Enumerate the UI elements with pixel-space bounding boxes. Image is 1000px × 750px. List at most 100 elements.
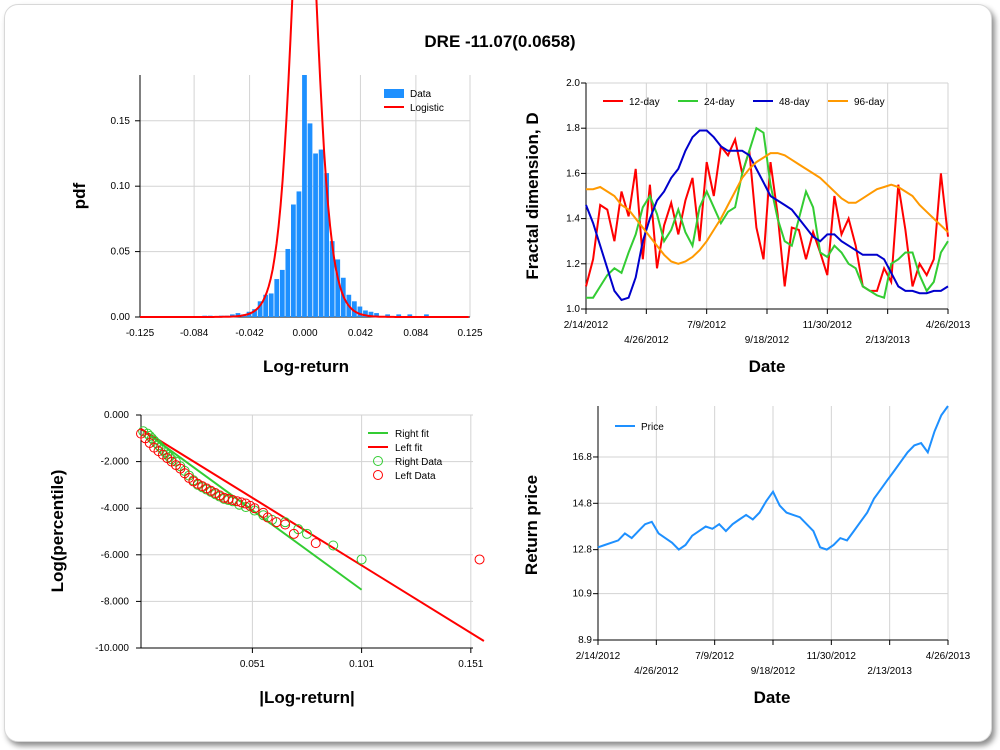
page-title: DRE -11.07(0.0658) <box>424 32 576 51</box>
histogram-bar <box>424 314 429 317</box>
histogram-bar <box>324 173 330 317</box>
price-x-tick-label: 9/18/2012 <box>751 666 796 677</box>
percentile-x-tick-label: 0.051 <box>240 659 265 670</box>
logistic-fit-line <box>140 0 469 318</box>
percentile-data-point <box>356 554 367 565</box>
histogram-bar <box>329 241 335 317</box>
histogram-bar <box>407 314 413 317</box>
histogram-bar <box>268 293 274 317</box>
percentile-data-point <box>164 451 175 462</box>
percentile-panel <box>136 414 485 653</box>
histogram-y-tick-label: 0.00 <box>111 312 131 323</box>
histogram-bar <box>396 314 402 317</box>
price-x-tick-label: 4/26/2013 <box>926 651 971 662</box>
price-y-tick-label: 12.8 <box>573 545 593 556</box>
fractal-x-axis-label: Date <box>749 357 786 376</box>
histogram-bar <box>235 313 241 317</box>
fractal-x-tick-label: 4/26/2012 <box>624 335 669 346</box>
price-series-line <box>597 405 949 551</box>
fractal-y-tick-label: 1.2 <box>566 259 580 270</box>
histogram-y-tick-label: 0.15 <box>111 116 131 127</box>
histogram-panel <box>135 0 471 318</box>
histogram-x-tick-label: 0.125 <box>457 328 482 339</box>
percentile-data-point <box>302 528 312 539</box>
percentile-y-axis-label: Log(percentile) <box>48 470 67 593</box>
histogram-bar <box>363 310 368 317</box>
percentile-fit-line <box>140 428 363 591</box>
fractal-x-tick-label: 2/13/2013 <box>865 335 910 346</box>
fractal-series-line <box>585 129 949 302</box>
histogram-x-axis-label: Log-return <box>263 357 349 376</box>
fractal-y-tick-label: 1.6 <box>566 168 580 179</box>
histogram-bar <box>368 311 374 317</box>
histogram-bar <box>279 269 285 317</box>
fractal-y-tick-label: 1.4 <box>566 214 580 225</box>
percentile-data-point <box>249 503 260 514</box>
percentile-data-point <box>262 512 273 523</box>
percentile-data-point <box>280 519 291 530</box>
percentile-legend-label: Right Data <box>395 457 443 468</box>
histogram-x-tick-label: -0.125 <box>126 328 155 339</box>
percentile-data-point <box>234 499 245 510</box>
percentile-y-tick-label: -2.000 <box>101 457 130 468</box>
fractal-y-tick-label: 2.0 <box>566 78 580 89</box>
histogram-bar <box>374 313 379 317</box>
fractal-y-tick-label: 1.0 <box>566 304 580 315</box>
price-legend-label: Price <box>641 422 664 433</box>
fractal-legend-label: 96-day <box>854 97 885 108</box>
percentile-y-tick-label: 0.000 <box>104 410 129 421</box>
legend-label-data: Data <box>410 89 432 100</box>
fractal-series-line <box>585 136 949 292</box>
fractal-legend-label: 48-day <box>779 97 810 108</box>
percentile-legend-swatch <box>373 470 383 480</box>
histogram-bar <box>296 191 302 317</box>
price-y-tick-label: 10.9 <box>573 589 593 600</box>
fractal-legend-label: 12-day <box>629 97 660 108</box>
price-y-tick-label: 14.8 <box>573 498 593 509</box>
percentile-x-axis-label: |Log-return| <box>259 688 354 707</box>
percentile-data-point <box>474 554 485 565</box>
percentile-y-tick-label: -8.000 <box>101 596 130 607</box>
percentile-data-point <box>236 497 247 508</box>
percentile-fit-line <box>140 428 485 642</box>
price-x-tick-label: 7/9/2012 <box>695 651 734 662</box>
histogram-bar <box>285 248 291 317</box>
price-x-tick-label: 4/26/2012 <box>634 666 679 677</box>
percentile-y-tick-label: -6.000 <box>101 550 130 561</box>
histogram-x-tick-label: 0.042 <box>348 328 373 339</box>
histogram-bar <box>291 204 296 317</box>
legend-label-logistic: Logistic <box>410 103 444 114</box>
percentile-legend-label: Left Data <box>395 471 436 482</box>
percentile-legend-label: Left fit <box>395 443 422 454</box>
histogram-bar <box>307 123 313 318</box>
fractal-series-line <box>586 152 949 265</box>
fractal-x-tick-label: 11/30/2012 <box>803 320 853 331</box>
histogram-bar <box>318 149 324 317</box>
histogram-bar <box>263 294 269 317</box>
fractal-x-tick-label: 4/26/2013 <box>926 320 971 331</box>
price-x-tick-label: 2/13/2013 <box>867 666 912 677</box>
percentile-x-tick-label: 0.101 <box>349 659 374 670</box>
percentile-legend-swatch <box>373 456 383 466</box>
price-y-axis-label: Return price <box>522 475 541 575</box>
histogram-bar <box>252 309 257 317</box>
legend-swatch-data <box>384 89 404 98</box>
price-x-tick-label: 2/14/2012 <box>576 651 621 662</box>
price-x-tick-label: 11/30/2012 <box>807 651 857 662</box>
histogram-x-tick-label: 0.000 <box>292 328 317 339</box>
percentile-y-tick-label: -10.000 <box>95 643 129 654</box>
histogram-bar <box>357 306 363 317</box>
percentile-y-tick-label: -4.000 <box>101 503 130 514</box>
histogram-y-tick-label: 0.10 <box>111 181 131 192</box>
fractal-y-axis-label: Fractal dimension, D <box>523 112 542 279</box>
fractal-x-tick-label: 2/14/2012 <box>564 320 609 331</box>
fractal-series-line <box>586 126 949 299</box>
fractal-x-tick-label: 9/18/2012 <box>745 335 790 346</box>
fractal-y-tick-label: 1.8 <box>566 123 580 134</box>
histogram-bar <box>351 301 357 317</box>
percentile-data-point <box>288 528 299 539</box>
percentile-x-tick-label: 0.151 <box>458 659 483 670</box>
histogram-x-tick-label: -0.084 <box>180 328 209 339</box>
histogram-x-tick-label: -0.042 <box>235 328 264 339</box>
